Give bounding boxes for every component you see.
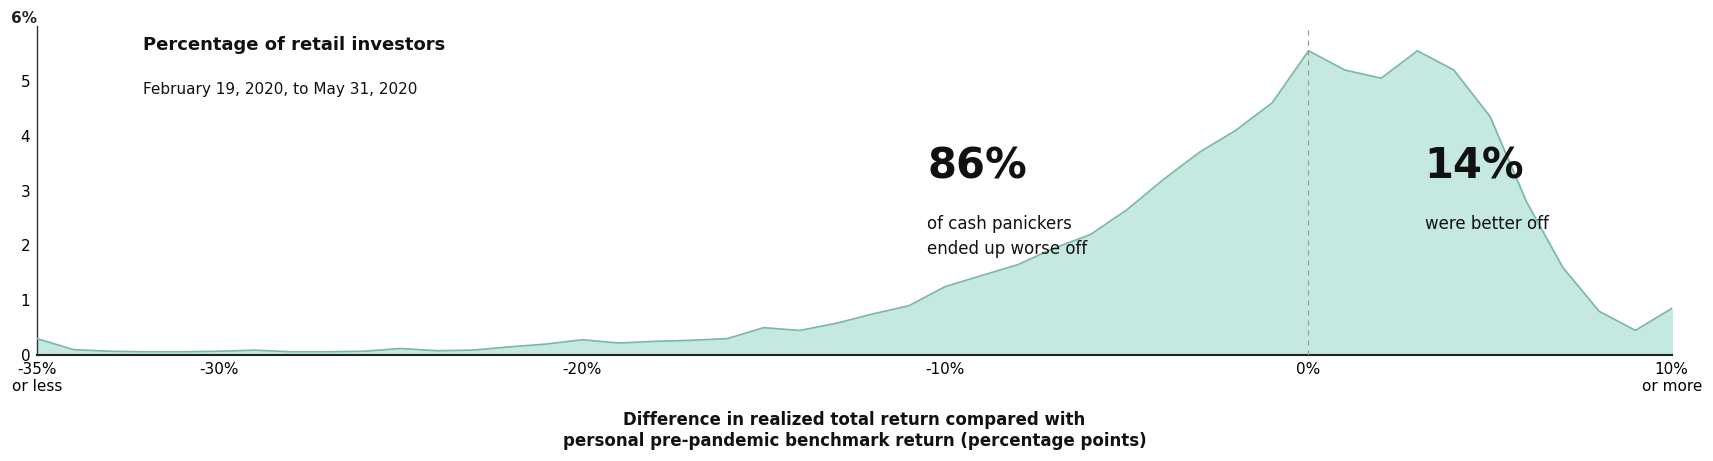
Text: of cash panickers
ended up worse off: of cash panickers ended up worse off: [927, 215, 1088, 258]
X-axis label: Difference in realized total return compared with
personal pre-pandemic benchmar: Difference in realized total return comp…: [562, 411, 1146, 450]
Text: February 19, 2020, to May 31, 2020: February 19, 2020, to May 31, 2020: [144, 82, 418, 97]
Text: were better off: were better off: [1425, 215, 1549, 233]
Text: 14%: 14%: [1425, 146, 1525, 188]
Text: 6%: 6%: [10, 11, 38, 26]
Text: Percentage of retail investors: Percentage of retail investors: [144, 36, 445, 54]
Text: 86%: 86%: [927, 146, 1026, 188]
